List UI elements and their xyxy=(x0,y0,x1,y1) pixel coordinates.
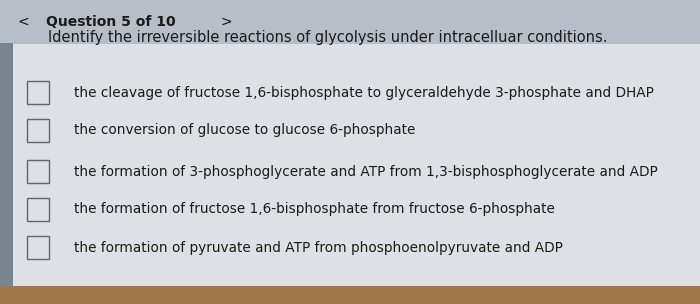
Text: Identify the irreversible reactions of glycolysis under intracelluar conditions.: Identify the irreversible reactions of g… xyxy=(48,30,607,45)
Bar xyxy=(27,237,49,259)
Text: the formation of 3-phosphoglycerate and ATP from 1,3-bisphosphoglycerate and ADP: the formation of 3-phosphoglycerate and … xyxy=(74,165,657,179)
Bar xyxy=(27,81,49,104)
Text: the cleavage of fructose 1,6-bisphosphate to glyceraldehyde 3-phosphate and DHAP: the cleavage of fructose 1,6-bisphosphat… xyxy=(74,86,653,100)
Text: the formation of fructose 1,6-bisphosphate from fructose 6-phosphate: the formation of fructose 1,6-bisphospha… xyxy=(74,202,554,216)
Bar xyxy=(0,44,700,286)
Bar xyxy=(0,43,13,286)
Text: Question 5 of 10: Question 5 of 10 xyxy=(46,15,175,29)
Text: <: < xyxy=(18,15,29,29)
Text: the conversion of glucose to glucose 6-phosphate: the conversion of glucose to glucose 6-p… xyxy=(74,123,415,137)
Bar xyxy=(0,286,700,304)
Bar xyxy=(27,119,49,142)
Bar xyxy=(27,198,49,221)
Bar xyxy=(0,0,700,44)
Bar xyxy=(27,161,49,183)
Text: the formation of pyruvate and ATP from phosphoenolpyruvate and ADP: the formation of pyruvate and ATP from p… xyxy=(74,241,562,255)
Text: >: > xyxy=(220,15,232,29)
